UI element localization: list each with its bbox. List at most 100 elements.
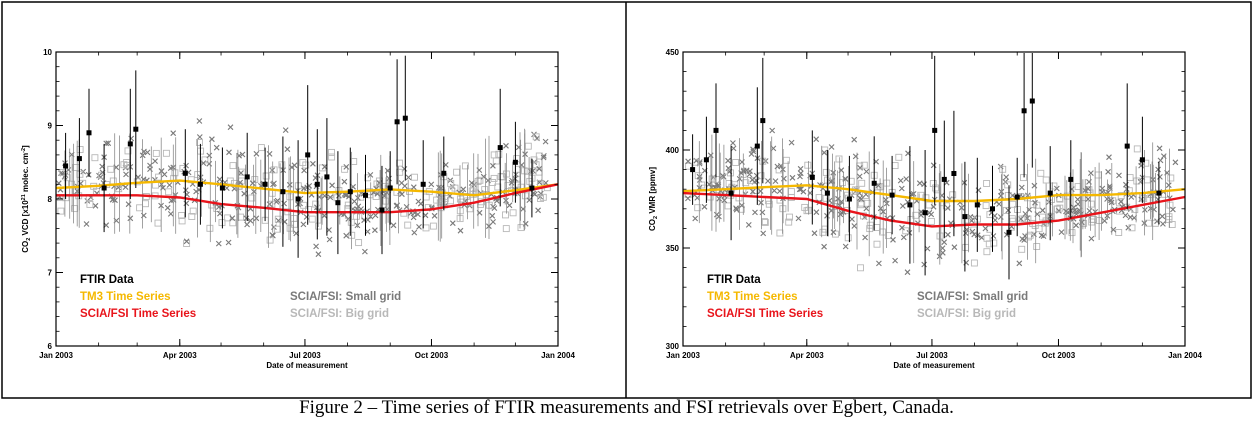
big-grid-point bbox=[815, 194, 823, 202]
small-grid-point bbox=[266, 151, 273, 157]
legend-item: SCIA/FSI: Big grid bbox=[290, 308, 389, 320]
ftir-point bbox=[387, 185, 393, 191]
ftir-point bbox=[1047, 190, 1053, 196]
ftir-point bbox=[1006, 229, 1012, 235]
big-grid-point bbox=[1033, 243, 1041, 250]
big-grid-point bbox=[278, 161, 286, 169]
small-grid-point bbox=[904, 269, 911, 276]
big-grid-point bbox=[429, 222, 437, 230]
small-grid-point bbox=[436, 184, 442, 191]
small-grid-point bbox=[748, 151, 755, 157]
small-grid-point bbox=[217, 210, 223, 217]
big-grid-point bbox=[866, 221, 874, 229]
big-grid-point bbox=[335, 187, 343, 194]
big-grid-point bbox=[461, 162, 469, 170]
big-grid-point bbox=[290, 215, 298, 222]
small-grid-point bbox=[55, 180, 62, 187]
small-grid-point bbox=[769, 127, 776, 134]
big-grid-point bbox=[266, 236, 274, 244]
big-grid-point bbox=[162, 149, 170, 157]
small-grid-point bbox=[753, 172, 760, 179]
small-grid-point bbox=[362, 248, 368, 255]
small-grid-point bbox=[1074, 196, 1081, 203]
big-grid-point bbox=[530, 156, 538, 164]
big-grid-point bbox=[929, 180, 937, 187]
big-grid-point bbox=[312, 200, 320, 208]
small-grid-point bbox=[286, 181, 293, 188]
small-grid-point bbox=[945, 231, 951, 238]
small-grid-point bbox=[410, 184, 417, 191]
ftir-point bbox=[86, 130, 92, 136]
big-grid-point bbox=[396, 159, 403, 167]
small-grid-point bbox=[216, 176, 223, 183]
scia-fsi-series-line bbox=[56, 183, 559, 214]
small-grid-point bbox=[405, 174, 412, 181]
small-grid-point bbox=[1019, 236, 1026, 242]
small-grid-point bbox=[828, 144, 835, 150]
big-grid-point bbox=[765, 200, 773, 208]
small-grid-point bbox=[1073, 222, 1079, 229]
ftir-series bbox=[63, 55, 535, 258]
big-grid-point bbox=[495, 150, 503, 158]
small-grid-point bbox=[503, 142, 509, 149]
big-grid-point bbox=[270, 166, 278, 174]
small-grid-point bbox=[239, 151, 246, 158]
ftir-point bbox=[871, 180, 877, 186]
ftir-point bbox=[846, 196, 852, 202]
small-grid-point bbox=[213, 144, 220, 151]
small-grid-point bbox=[1086, 208, 1093, 214]
ftir-point bbox=[127, 141, 133, 147]
small-grid-point bbox=[1156, 145, 1163, 152]
small-grid-point bbox=[206, 152, 213, 159]
small-grid-point bbox=[226, 149, 232, 156]
big-grid-point bbox=[1090, 216, 1098, 223]
x-tick-label: Jan 2004 bbox=[541, 351, 575, 360]
small-grid-point bbox=[930, 203, 937, 210]
big-grid-point bbox=[229, 219, 237, 227]
small-grid-point bbox=[749, 188, 756, 195]
big-grid-point bbox=[844, 234, 852, 242]
small-grid-point bbox=[503, 197, 509, 204]
ftir-point bbox=[101, 185, 107, 191]
small-grid-point bbox=[490, 219, 496, 225]
big-grid-point bbox=[1054, 205, 1061, 213]
small-grid-point bbox=[336, 192, 342, 199]
big-grid-point bbox=[858, 179, 866, 187]
big-grid-point bbox=[1140, 194, 1148, 202]
big-grid-point bbox=[990, 239, 998, 247]
big-grid-point bbox=[517, 224, 525, 232]
big-grid-point bbox=[1165, 216, 1173, 223]
small-grid-point bbox=[125, 201, 132, 208]
big-grid-point bbox=[1143, 176, 1151, 184]
big-grid-point bbox=[1004, 181, 1012, 189]
small-grid-point bbox=[152, 158, 158, 164]
small-grid-point bbox=[490, 162, 496, 169]
big-grid-point bbox=[492, 157, 500, 165]
small-grid-point bbox=[236, 152, 242, 159]
x-tick-label: Jul 2003 bbox=[289, 351, 321, 360]
big-grid-point bbox=[178, 217, 186, 225]
big-grid-point bbox=[732, 159, 740, 166]
small-grid-point bbox=[899, 203, 906, 209]
small-grid-point bbox=[772, 178, 779, 184]
small-grid-point bbox=[1063, 208, 1069, 215]
big-grid-point bbox=[201, 156, 209, 164]
small-grid-point bbox=[1157, 174, 1163, 180]
small-grid-point bbox=[310, 160, 316, 167]
small-grid-point bbox=[266, 201, 273, 208]
small-grid-point bbox=[269, 167, 276, 174]
big-grid-point bbox=[286, 193, 294, 201]
big-grid-point bbox=[742, 179, 750, 187]
big-grid-point bbox=[727, 169, 734, 177]
small-grid-point bbox=[410, 214, 417, 221]
small-grid-point bbox=[685, 195, 691, 202]
big-grid-point bbox=[927, 217, 935, 225]
big-grid-point bbox=[291, 220, 298, 228]
big-grid-point bbox=[171, 169, 179, 177]
big-grid-point bbox=[268, 189, 276, 197]
small-grid-point bbox=[531, 131, 537, 138]
big-grid-point bbox=[982, 202, 990, 210]
big-grid-point bbox=[152, 149, 160, 157]
small-grid-point bbox=[771, 187, 778, 194]
small-grid-point bbox=[183, 238, 190, 245]
